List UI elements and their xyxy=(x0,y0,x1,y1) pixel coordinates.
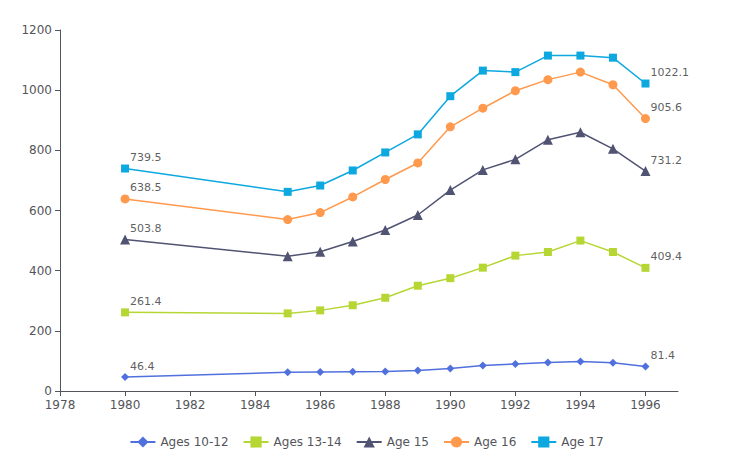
svg-text:905.6: 905.6 xyxy=(650,101,682,114)
svg-text:1982: 1982 xyxy=(175,398,206,412)
svg-text:400: 400 xyxy=(29,264,52,278)
svg-text:81.4: 81.4 xyxy=(650,349,675,362)
svg-text:1996: 1996 xyxy=(630,398,661,412)
svg-text:600: 600 xyxy=(29,204,52,218)
svg-text:1984: 1984 xyxy=(240,398,271,412)
svg-text:1986: 1986 xyxy=(305,398,336,412)
svg-text:1978: 1978 xyxy=(45,398,76,412)
svg-text:261.4: 261.4 xyxy=(130,295,162,308)
svg-text:Ages 13-14: Ages 13-14 xyxy=(274,435,342,449)
svg-text:1980: 1980 xyxy=(110,398,141,412)
svg-text:1990: 1990 xyxy=(435,398,466,412)
svg-text:200: 200 xyxy=(29,324,52,338)
svg-text:800: 800 xyxy=(29,143,52,157)
svg-text:1000: 1000 xyxy=(21,83,52,97)
svg-text:1992: 1992 xyxy=(500,398,531,412)
svg-text:731.2: 731.2 xyxy=(650,154,682,167)
svg-text:Age 15: Age 15 xyxy=(387,435,429,449)
svg-text:Ages 10-12: Ages 10-12 xyxy=(160,435,228,449)
svg-text:Age 16: Age 16 xyxy=(474,435,516,449)
svg-text:503.8: 503.8 xyxy=(130,222,162,235)
svg-text:739.5: 739.5 xyxy=(130,151,162,164)
svg-text:1994: 1994 xyxy=(565,398,596,412)
svg-text:1022.1: 1022.1 xyxy=(650,66,689,79)
svg-text:1988: 1988 xyxy=(370,398,401,412)
svg-text:Age 17: Age 17 xyxy=(561,435,603,449)
svg-text:0: 0 xyxy=(44,384,52,398)
svg-text:638.5: 638.5 xyxy=(130,181,162,194)
svg-text:46.4: 46.4 xyxy=(130,360,155,373)
svg-text:1200: 1200 xyxy=(21,23,52,37)
svg-text:409.4: 409.4 xyxy=(650,250,682,263)
